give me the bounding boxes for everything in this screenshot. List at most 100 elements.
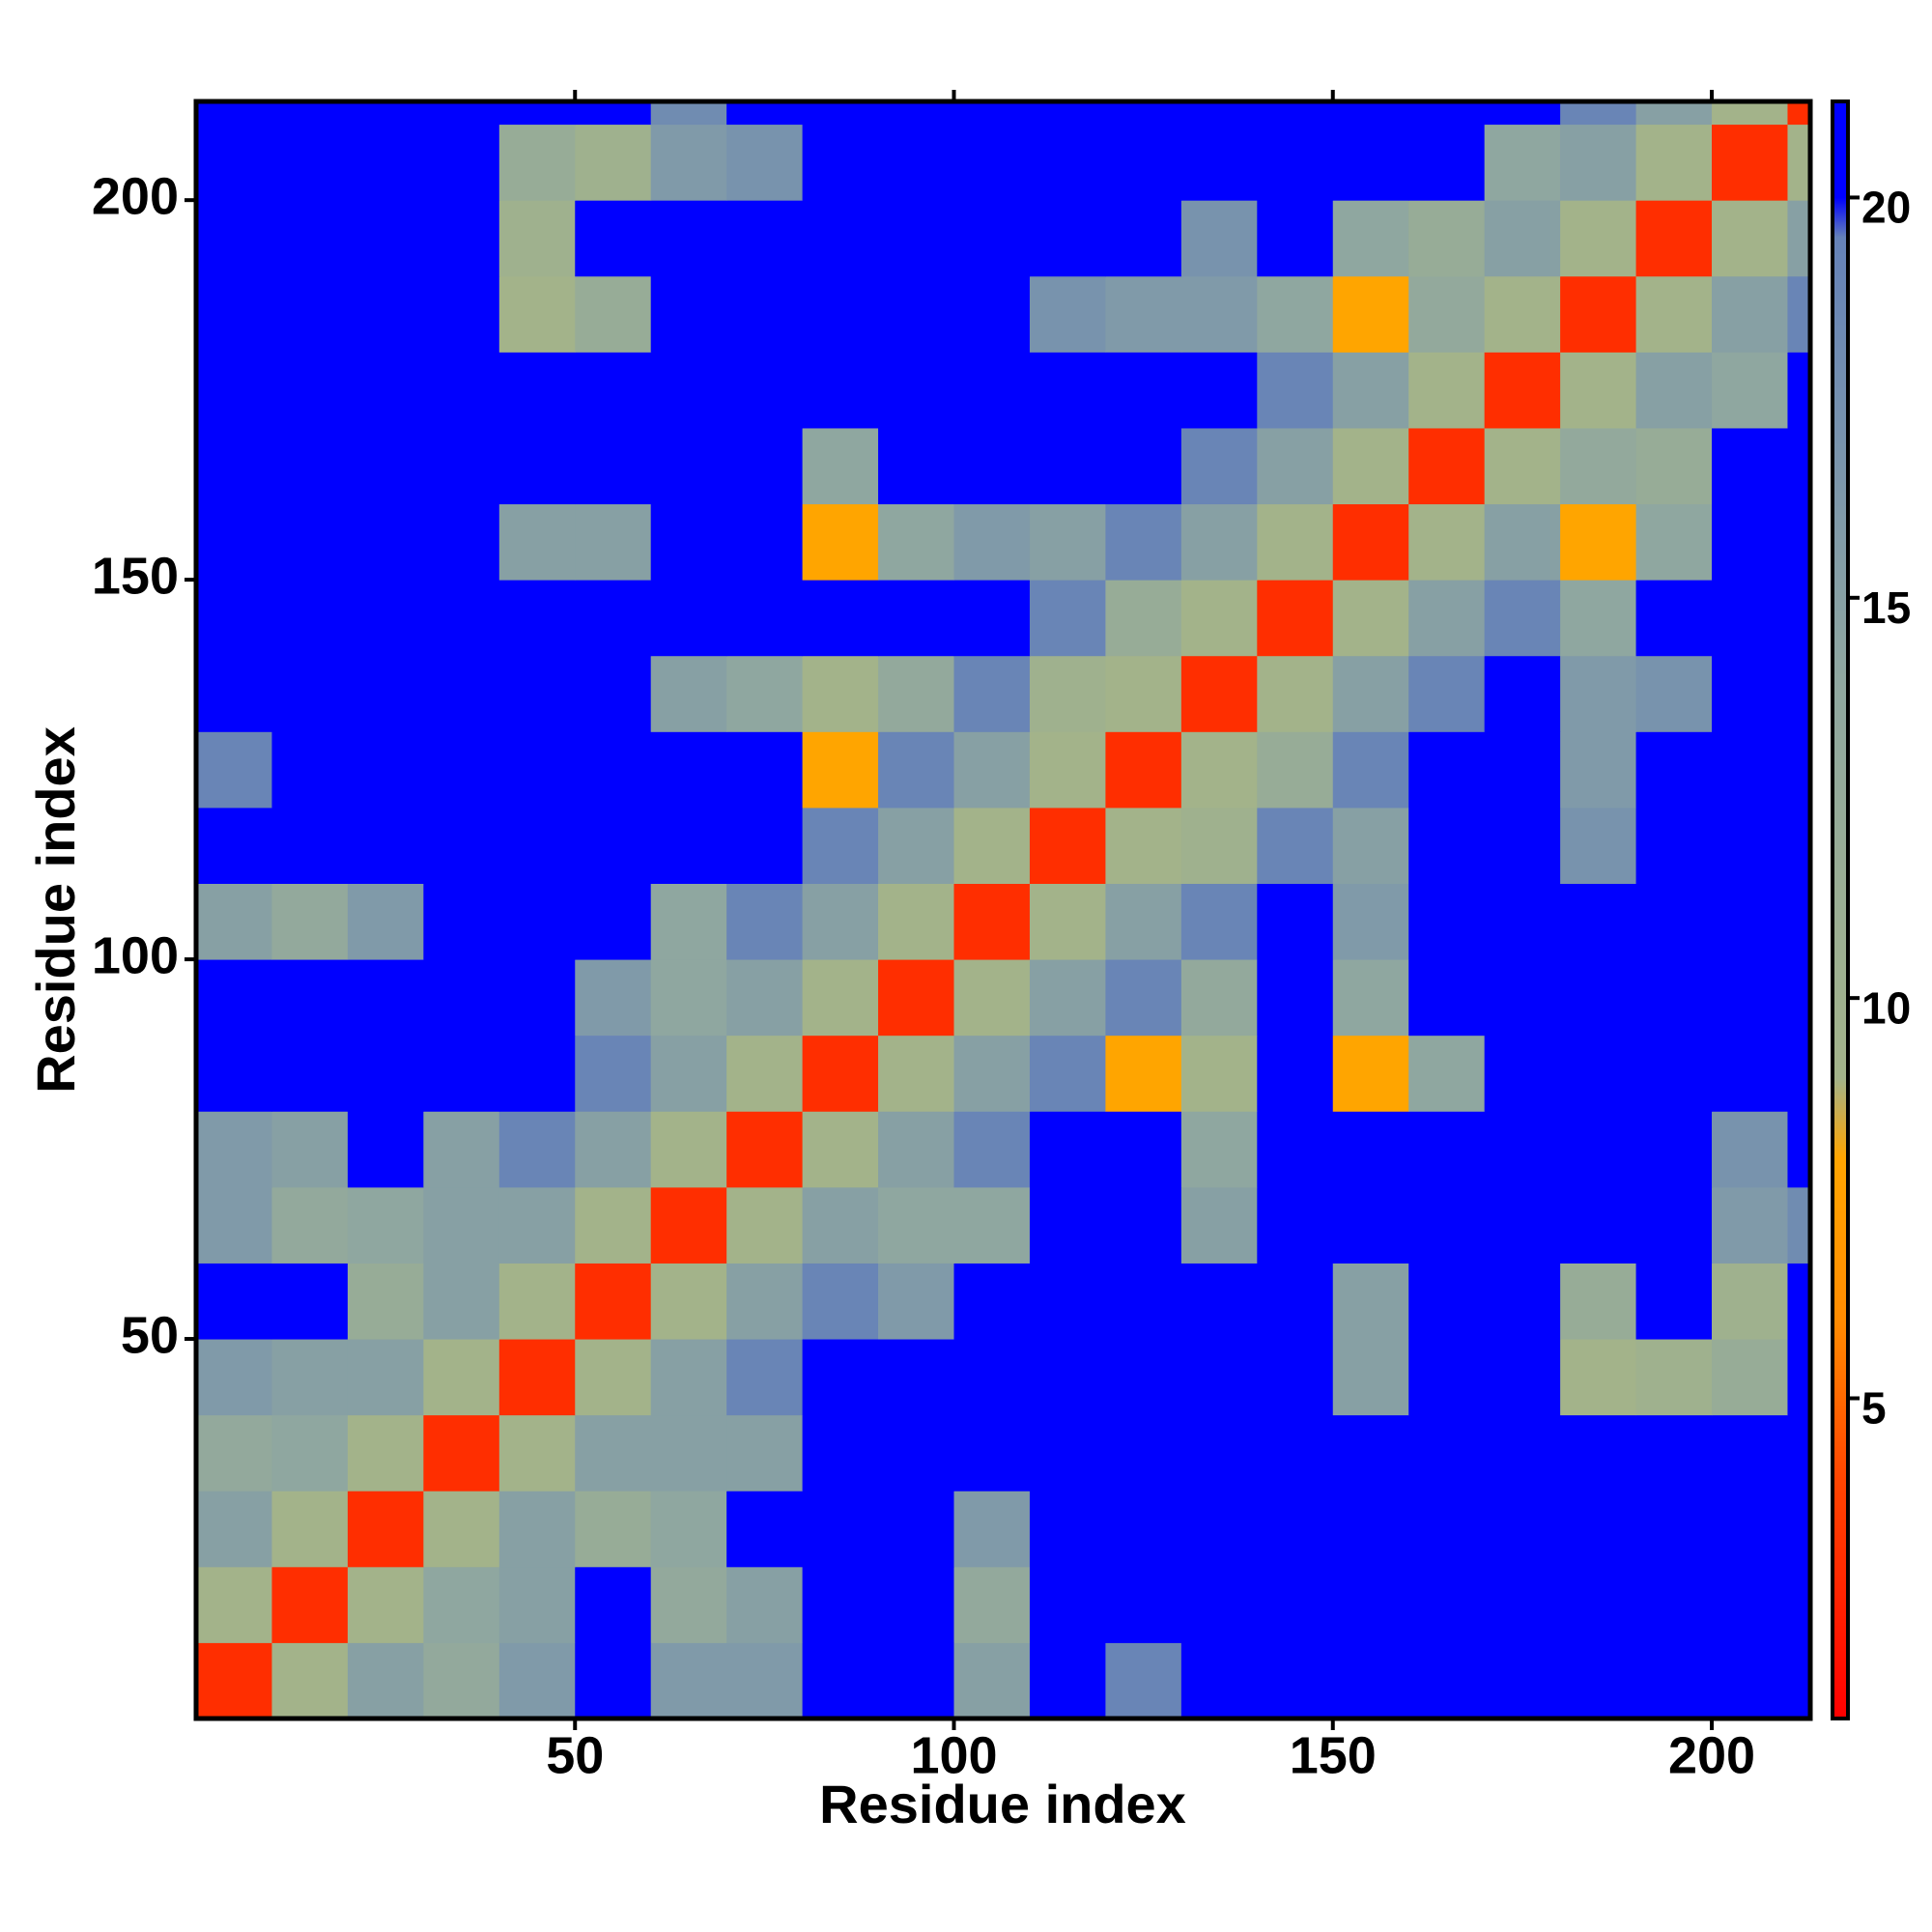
heatmap-cell: [1560, 1263, 1637, 1340]
heatmap-cell: [1484, 352, 1561, 429]
heatmap-cell: [650, 959, 727, 1037]
heatmap-cell: [1332, 1111, 1409, 1188]
heatmap-cell: [1712, 101, 1788, 126]
heatmap-cell: [1484, 1035, 1561, 1112]
heatmap-cell: [423, 352, 500, 429]
heatmap-cell: [1484, 655, 1561, 732]
heatmap-cell: [953, 124, 1031, 201]
heatmap-cell: [1635, 1111, 1713, 1188]
heatmap-cell: [1635, 883, 1713, 960]
heatmap-cell: [347, 1186, 424, 1264]
heatmap-cell: [878, 959, 955, 1037]
heatmap-cell: [575, 124, 652, 201]
heatmap-cell: [1560, 352, 1637, 429]
heatmap-cell: [423, 200, 500, 277]
heatmap-cell: [423, 1414, 500, 1492]
heatmap-cell: [1484, 1111, 1561, 1188]
heatmap-cell: [1105, 1186, 1182, 1264]
heatmap-cell: [802, 655, 879, 732]
heatmap-cell: [1560, 1414, 1637, 1492]
heatmap-cell: [1635, 200, 1713, 277]
heatmap-cell: [271, 124, 349, 201]
heatmap-cell: [1560, 427, 1637, 505]
heatmap-cell: [1712, 352, 1788, 429]
heatmap-cell: [347, 101, 424, 126]
heatmap-cell: [802, 731, 879, 809]
x-tick-label: 200: [1668, 1726, 1755, 1784]
heatmap-cell: [878, 101, 955, 126]
heatmap-cell: [1180, 1186, 1258, 1264]
heatmap-cell: [1257, 655, 1334, 732]
heatmap-cell: [878, 1263, 955, 1340]
heatmap-cell: [1484, 580, 1561, 657]
heatmap-cell: [347, 1491, 424, 1568]
heatmap-cell: [498, 1491, 576, 1568]
heatmap-cell: [802, 503, 879, 581]
heatmap-cell: [1484, 1414, 1561, 1492]
heatmap-cell: [271, 655, 349, 732]
heatmap-cell: [953, 1339, 1031, 1416]
heatmap-cell: [802, 427, 879, 505]
heatmap-cell: [1180, 352, 1258, 429]
heatmap-cell: [1105, 1414, 1182, 1492]
heatmap-cell: [953, 1491, 1031, 1568]
heatmap-cell: [423, 1491, 500, 1568]
heatmap-cell: [423, 1339, 500, 1416]
heatmap-cell: [1257, 1035, 1334, 1112]
heatmap-cell: [650, 101, 727, 126]
heatmap-cell: [953, 101, 1031, 126]
heatmap-cell: [650, 275, 727, 353]
heatmap-cell: [878, 1035, 955, 1112]
heatmap-cell: [650, 1339, 727, 1416]
heatmap-cell: [802, 1339, 879, 1416]
heatmap-cell: [650, 1566, 727, 1643]
heatmap-cell: [802, 1111, 879, 1188]
heatmap-cell: [726, 200, 804, 277]
plot-frame: [193, 99, 1813, 1721]
heatmap-cell: [1484, 101, 1561, 126]
heatmap-cell: [347, 1111, 424, 1188]
colorbar: [1831, 99, 1850, 1720]
heatmap-cell: [1560, 200, 1637, 277]
heatmap-cell: [953, 883, 1031, 960]
heatmap-cell: [1787, 580, 1811, 657]
heatmap-cell: [1257, 427, 1334, 505]
heatmap-cell: [423, 427, 500, 505]
heatmap-cell: [1180, 580, 1258, 657]
heatmap-cell: [1257, 1111, 1334, 1188]
y-tick-label: 100: [92, 926, 179, 984]
heatmap-cell: [347, 807, 424, 884]
heatmap-cell: [650, 883, 727, 960]
heatmap-cell: [650, 427, 727, 505]
heatmap-cell: [1029, 655, 1106, 732]
heatmap-cell: [498, 275, 576, 353]
heatmap-cell: [1635, 1642, 1713, 1719]
heatmap-cell: [1560, 1642, 1637, 1719]
heatmap-cell: [878, 1111, 955, 1188]
heatmap-cell: [196, 1035, 272, 1112]
heatmap-cell: [1180, 275, 1258, 353]
heatmap-cell: [575, 352, 652, 429]
heatmap-cell: [726, 580, 804, 657]
y-tick-label: 200: [92, 167, 179, 225]
heatmap-cell: [347, 1263, 424, 1340]
heatmap-cell: [347, 124, 424, 201]
heatmap-cell: [271, 503, 349, 581]
heatmap-cell: [1635, 580, 1713, 657]
heatmap-cell: [196, 1263, 272, 1340]
heatmap-cell: [1635, 731, 1713, 809]
heatmap-cell: [498, 1414, 576, 1492]
heatmap-cell: [271, 883, 349, 960]
heatmap-cell: [1787, 352, 1811, 429]
heatmap-cell: [1787, 655, 1811, 732]
x-axis-title: Residue index: [819, 1774, 1186, 1834]
heatmap-cell: [498, 1111, 576, 1188]
heatmap-cell: [575, 959, 652, 1037]
heatmap-cell: [196, 580, 272, 657]
heatmap-cell: [1332, 427, 1409, 505]
heatmap-cell: [1635, 1566, 1713, 1643]
heatmap-cell: [423, 1186, 500, 1264]
heatmap-cell: [953, 655, 1031, 732]
heatmap-cell: [1029, 807, 1106, 884]
heatmap-cell: [1484, 503, 1561, 581]
